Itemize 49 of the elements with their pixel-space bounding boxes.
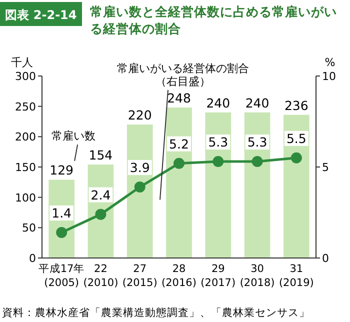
data-label: 236 xyxy=(284,98,308,113)
y-tick-label: 250 xyxy=(15,100,36,114)
bar xyxy=(284,114,310,258)
y-tick-label: 100 xyxy=(15,191,36,204)
point xyxy=(56,227,68,238)
bar xyxy=(166,108,192,258)
x-tick-label: 平成17年 (2005) xyxy=(38,262,85,289)
point xyxy=(174,158,184,169)
data-label: 240 xyxy=(245,95,270,110)
data-label: 1.4 xyxy=(52,206,72,221)
y2-tick-label: 5 xyxy=(322,161,329,174)
data-label: 220 xyxy=(128,108,152,123)
point xyxy=(290,152,302,164)
chart-title: 常雇い数と全経営体数に占める常雇いがいる経営体の割合 xyxy=(90,4,337,36)
x-tick-label: 30 (2018) xyxy=(240,263,275,289)
data-label: 3.9 xyxy=(130,160,150,176)
y-tick-label: 50 xyxy=(22,222,36,235)
y-tick-label: 200 xyxy=(15,130,36,144)
data-label: 154 xyxy=(88,148,113,163)
point xyxy=(252,156,263,168)
series-label: 常雇い数 xyxy=(52,130,96,143)
y-tick-label: 300 xyxy=(15,70,36,83)
text: 図表 2-2-14 xyxy=(5,8,77,22)
x-tick-label: 31 (2019) xyxy=(278,263,314,289)
point xyxy=(212,156,224,168)
text: 資料：農林水産省「農業構造動態調査」、「農林業センサス」 xyxy=(2,306,310,319)
y2-tick-label: 0 xyxy=(322,252,329,265)
x-tick-label: 28 (2016) xyxy=(162,263,196,289)
y-tick-label: 150 xyxy=(15,161,36,174)
data-label: 248 xyxy=(167,90,191,106)
point xyxy=(134,182,146,193)
x-tick-label: 22 (2010) xyxy=(83,263,118,289)
x-tick-label: 27 (2015) xyxy=(122,263,158,289)
data-label: 5.2 xyxy=(169,136,189,152)
y2-tick-label: 10 xyxy=(322,70,336,83)
x-tick-label: 29 (2017) xyxy=(200,263,236,289)
y-tick-label: 0 xyxy=(29,252,36,265)
data-label: 2.4 xyxy=(90,187,111,202)
data-label: 5.3 xyxy=(208,134,228,150)
data-label: 240 xyxy=(206,95,230,110)
data-label: 5.3 xyxy=(247,134,268,150)
text: 常雇いがいる経営体の割合（右目盛） xyxy=(117,62,249,88)
bar xyxy=(126,124,153,258)
point xyxy=(95,208,106,220)
bar xyxy=(205,112,232,258)
y-axis-title: 千人 xyxy=(11,56,33,69)
data-label: 5.5 xyxy=(286,130,306,146)
y2-axis-title: % xyxy=(324,56,336,69)
data-label: 129 xyxy=(50,162,74,178)
